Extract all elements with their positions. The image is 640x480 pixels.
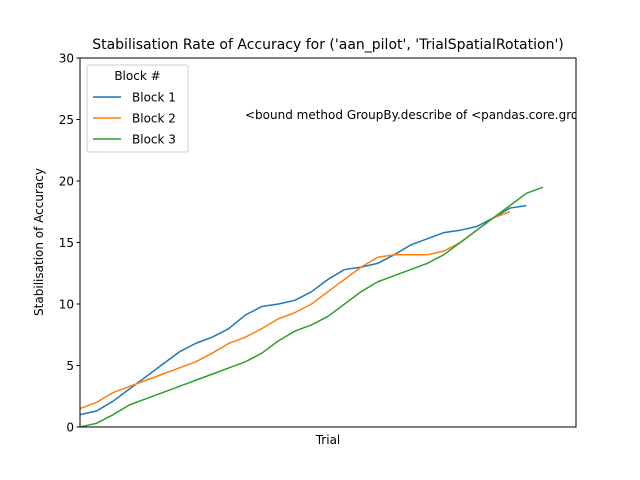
chart-title: Stabilisation Rate of Accuracy for ('aan… [92, 37, 564, 53]
annotation-text: <bound method GroupBy.describe of <panda… [245, 108, 586, 122]
series-lines [80, 186, 544, 427]
legend-title: Block # [114, 69, 160, 83]
legend-label-block-2: Block 2 [132, 112, 176, 126]
y-tick-label: 5 [66, 359, 74, 373]
y-tick-label: 10 [59, 298, 74, 312]
x-axis-label: Trial [315, 433, 341, 447]
series-line-block-3 [80, 186, 544, 427]
y-tick-label: 15 [59, 236, 74, 250]
series-line-block-2 [80, 211, 511, 410]
series-line-block-1 [80, 204, 527, 416]
y-tick-label: 0 [66, 421, 74, 435]
y-tick-label: 20 [59, 175, 74, 189]
plot-area: <bound method GroupBy.describe of <panda… [59, 52, 586, 435]
y-axis-label: Stabilisation of Accuracy [32, 168, 46, 316]
legend-label-block-1: Block 1 [132, 91, 176, 105]
legend: Block # Block 1 Block 2 Block 3 [86, 64, 189, 153]
y-tick-label: 30 [59, 52, 74, 66]
legend-box [86, 64, 189, 153]
y-tick-label: 25 [59, 113, 74, 127]
legend-label-block-3: Block 3 [132, 133, 176, 147]
